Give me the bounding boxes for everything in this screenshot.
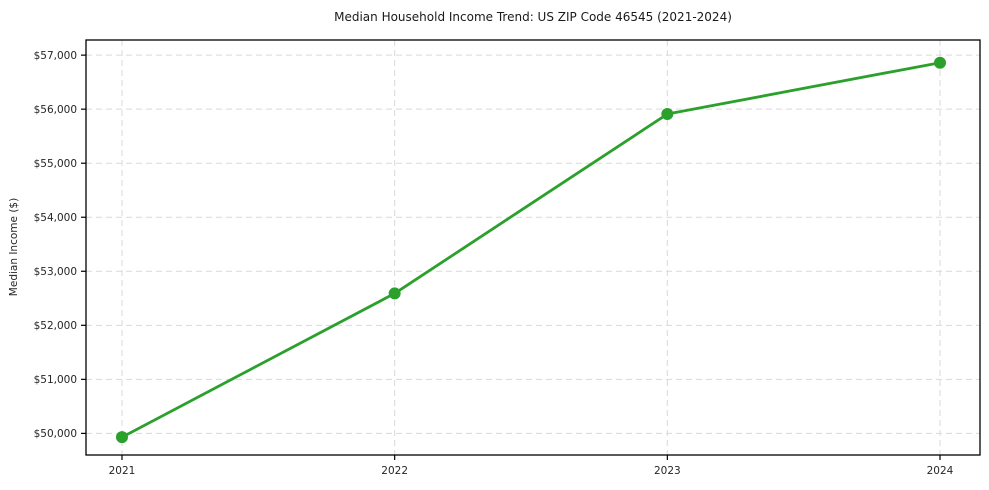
y-tick-label: $55,000 xyxy=(34,158,77,170)
chart-title: Median Household Income Trend: US ZIP Co… xyxy=(334,10,732,24)
y-tick-label: $51,000 xyxy=(34,374,77,386)
plot-frame xyxy=(85,39,981,456)
data-point xyxy=(388,287,401,300)
y-tick-label: $56,000 xyxy=(34,104,77,116)
y-tick-label: $54,000 xyxy=(34,212,77,224)
data-point xyxy=(934,56,946,69)
y-tick-label: $52,000 xyxy=(34,320,77,332)
y-tick-label: $57,000 xyxy=(34,50,77,62)
x-tick-label: 2022 xyxy=(381,465,408,477)
income-trend-line xyxy=(120,61,942,439)
data-point xyxy=(116,431,128,444)
y-tick-label: $50,000 xyxy=(34,428,77,440)
data-point xyxy=(661,108,674,121)
axes-layer: $50,000 $51,000 $52,000 $53,000 $54,000 $55,0… xyxy=(34,39,981,477)
x-tick-label: 2023 xyxy=(654,465,681,477)
y-tick-label: $53,000 xyxy=(34,266,77,278)
x-tick-label: 2021 xyxy=(109,465,136,477)
y-axis-label: Median Income ($) xyxy=(8,198,20,296)
series-layer xyxy=(116,56,946,444)
x-tick-label: 2024 xyxy=(927,465,954,477)
grid-layer xyxy=(86,40,980,455)
